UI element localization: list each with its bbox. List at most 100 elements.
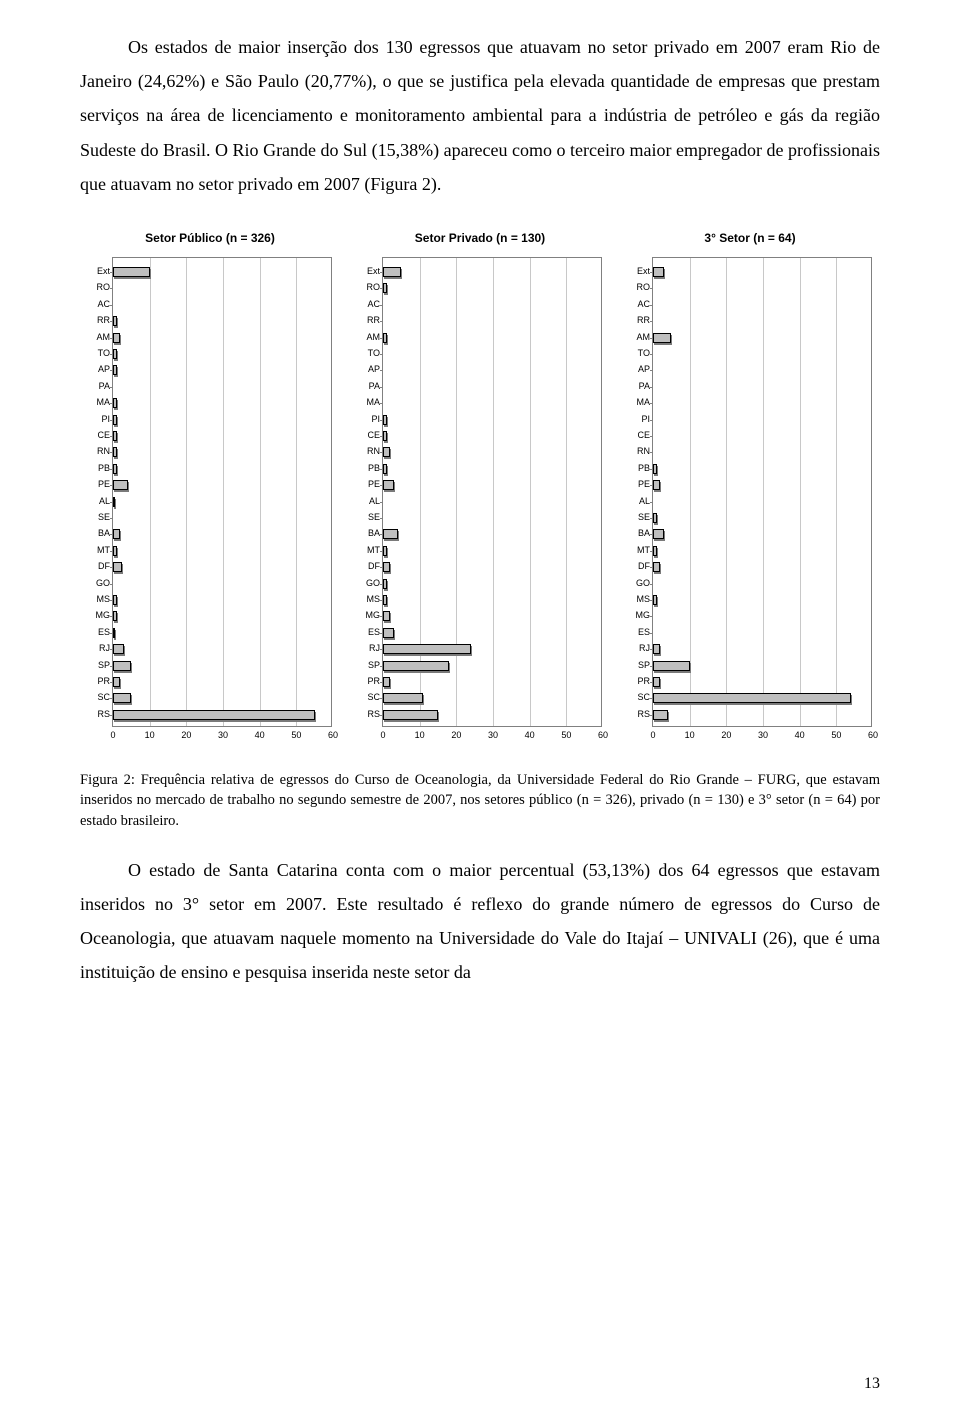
bar-row: RR (383, 313, 603, 327)
bar-row: RR (113, 313, 333, 327)
bar-label: MG (88, 610, 110, 620)
bar (113, 562, 122, 572)
bar (383, 333, 387, 343)
bar-row: AP (113, 362, 333, 376)
x-tick-label: 40 (525, 730, 535, 740)
bar-label: AP (628, 364, 650, 374)
bar-row: RN (383, 444, 603, 458)
grid-line (150, 258, 151, 726)
bar-row: MA (113, 395, 333, 409)
bar-label: AL (628, 496, 650, 506)
bar-label: PR (88, 676, 110, 686)
x-tick-label: 0 (380, 730, 385, 740)
bar-row: PB (113, 461, 333, 475)
bar-row: SP (653, 658, 873, 672)
bar-label: BA (628, 528, 650, 538)
bar-label: RS (88, 709, 110, 719)
bar (383, 431, 387, 441)
bar (113, 447, 117, 457)
bar-label: CE (628, 430, 650, 440)
x-tick-label: 60 (598, 730, 608, 740)
x-tick-label: 0 (650, 730, 655, 740)
bar-label: SP (358, 660, 380, 670)
bar-label: SE (358, 512, 380, 522)
bar (653, 333, 671, 343)
chart-plot-wrap: 0102030405060ExtROACRRAMTOAPPAMAPICERNPB… (628, 257, 872, 745)
bar (113, 595, 117, 605)
bar-label: MG (358, 610, 380, 620)
bar (653, 710, 668, 720)
charts-row: Setor Público (n = 326)0102030405060ExtR… (80, 231, 880, 745)
figure-caption: Figura 2: Frequência relativa de egresso… (80, 770, 880, 831)
bar-label: ES (88, 627, 110, 637)
bar-row: DF (383, 559, 603, 573)
bar-label: TO (88, 348, 110, 358)
bar (653, 529, 664, 539)
bar-label: AP (358, 364, 380, 374)
bar-label: SC (628, 692, 650, 702)
bar-row: SC (383, 690, 603, 704)
bar (653, 644, 660, 654)
bar-row: RR (653, 313, 873, 327)
bar (383, 644, 471, 654)
bar-row: PE (383, 477, 603, 491)
bar (113, 480, 128, 490)
bar-row: SP (383, 658, 603, 672)
bar-row: MT (113, 543, 333, 557)
bar (383, 579, 387, 589)
grid-line (493, 258, 494, 726)
bar-row: SE (383, 510, 603, 524)
bar (653, 562, 660, 572)
bar-label: BA (88, 528, 110, 538)
page: Os estados de maior inserção dos 130 egr… (0, 0, 960, 1423)
grid-line (800, 258, 801, 726)
bar-row: RJ (113, 641, 333, 655)
bar-row: MT (653, 543, 873, 557)
bar-row: ES (383, 625, 603, 639)
bar-label: RJ (628, 643, 650, 653)
bar-row: AC (383, 297, 603, 311)
grid-line (260, 258, 261, 726)
bar-label: DF (358, 561, 380, 571)
x-tick-label: 60 (868, 730, 878, 740)
grid-line (566, 258, 567, 726)
bar-row: RN (653, 444, 873, 458)
bar (113, 644, 124, 654)
chart-0: Setor Público (n = 326)0102030405060ExtR… (80, 231, 340, 745)
bar-label: RR (358, 315, 380, 325)
bar-row: PA (383, 379, 603, 393)
bar-row: MA (383, 395, 603, 409)
bar-label: MS (628, 594, 650, 604)
bar-label: RJ (88, 643, 110, 653)
bar (113, 677, 120, 687)
bar-label: GO (358, 578, 380, 588)
bar-row: MA (653, 395, 873, 409)
bar-row: AM (113, 330, 333, 344)
bar (113, 431, 117, 441)
bar-row: PB (653, 461, 873, 475)
bar-label: SP (628, 660, 650, 670)
bar-row: RJ (383, 641, 603, 655)
x-tick-label: 50 (561, 730, 571, 740)
bar (653, 693, 851, 703)
bar-label: AC (628, 299, 650, 309)
bar-row: RO (113, 280, 333, 294)
bar-row: DF (653, 559, 873, 573)
bar-label: Ext (628, 266, 650, 276)
bar-label: MA (628, 397, 650, 407)
bar (383, 529, 398, 539)
bar (653, 595, 657, 605)
bar-label: AC (88, 299, 110, 309)
bar-label: Ext (358, 266, 380, 276)
bar-row: AC (653, 297, 873, 311)
bar (383, 283, 387, 293)
bar (383, 546, 387, 556)
bar (383, 480, 394, 490)
bar-row: TO (653, 346, 873, 360)
bar (383, 415, 387, 425)
chart-1: Setor Privado (n = 130)0102030405060ExtR… (350, 231, 610, 745)
bar-row: PR (113, 674, 333, 688)
bar-label: PI (628, 414, 650, 424)
chart-2: 3° Setor (n = 64)0102030405060ExtROACRRA… (620, 231, 880, 745)
bar-label: AC (358, 299, 380, 309)
